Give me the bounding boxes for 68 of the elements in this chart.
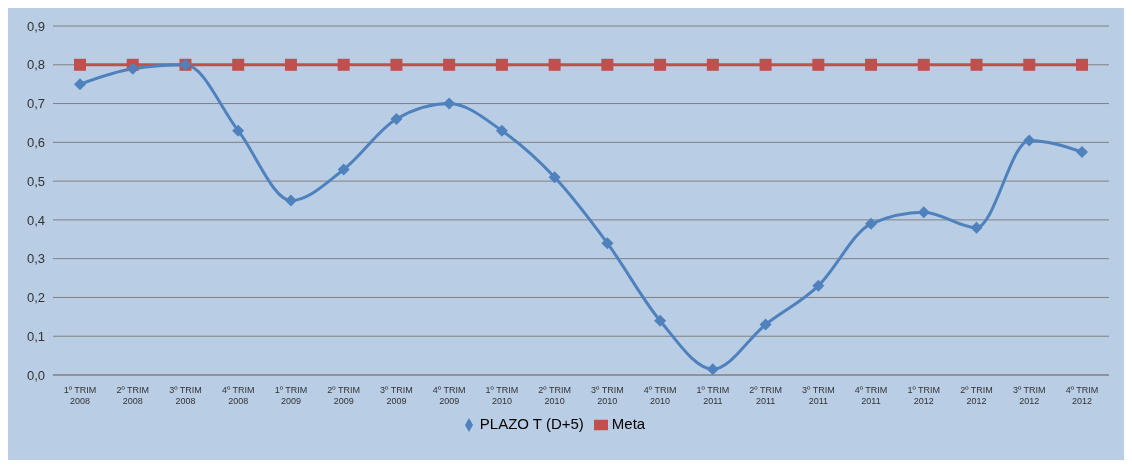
x-tick-label: 3º TRIM 2011 [802, 385, 835, 406]
point [1023, 134, 1036, 147]
point [337, 163, 350, 176]
y-tick-label: 0,3 [26, 251, 45, 267]
y-tick-label: 0,2 [26, 290, 45, 306]
x-tick-label: 3º TRIM 2008 [169, 385, 202, 406]
point [812, 58, 825, 71]
point [812, 279, 825, 292]
point [601, 58, 614, 71]
point [390, 58, 403, 71]
x-tick-label: 1º TRIM 2009 [274, 385, 308, 406]
x-tick-label: 3º TRIM 2012 [1012, 385, 1046, 406]
x-tick-label: 2º TRIM 2008 [116, 385, 150, 406]
point [495, 58, 508, 71]
point [390, 113, 403, 126]
y-tick-label: 0,4 [26, 212, 45, 228]
point [654, 58, 667, 71]
point [1076, 146, 1088, 159]
point [337, 58, 350, 71]
x-tick-label: 1º TRIM 2010 [485, 385, 519, 406]
point [126, 62, 139, 75]
x-tick-label: 2º TRIM 2011 [749, 385, 782, 406]
point [548, 58, 561, 71]
point [865, 217, 878, 230]
legend-label: PLAZO T (D+5) [479, 415, 584, 432]
y-tick-label: 0,0 [26, 367, 45, 383]
x-tick-label: 1º TRIM 2008 [63, 385, 97, 406]
point [970, 221, 983, 234]
point [284, 58, 297, 71]
x-tick-label: 2º TRIM 2009 [327, 385, 360, 406]
x-tick-label: 4º TRIM 2010 [643, 385, 677, 406]
point [495, 124, 508, 137]
x-tick-label: 4º TRIM 2011 [854, 385, 888, 406]
x-tick-label: 4º TRIM 2012 [1065, 385, 1099, 406]
point [232, 124, 245, 137]
point [706, 363, 719, 375]
point [443, 97, 456, 110]
point [654, 314, 667, 327]
point [1023, 58, 1036, 71]
point [601, 237, 614, 250]
x-tick-label: 3º TRIM 2009 [380, 385, 413, 406]
x-tick-label: 1º TRIM 2011 [696, 385, 730, 406]
y-tick-label: 0,7 [26, 96, 45, 112]
y-tick-label: 0,9 [26, 18, 45, 34]
point [548, 171, 561, 184]
point [706, 58, 719, 71]
point [759, 58, 772, 71]
y-tick-label: 0,8 [26, 57, 45, 73]
point [1076, 58, 1088, 71]
x-tick-label: 1º TRIM 2012 [907, 385, 941, 406]
x-tick-label: 3º TRIM 2010 [591, 385, 624, 406]
y-tick-label: 0,6 [26, 134, 45, 150]
x-tick-label: 2º TRIM 2010 [538, 385, 571, 406]
x-tick-label: 4º TRIM 2008 [221, 385, 255, 406]
point [284, 194, 297, 207]
point [74, 58, 86, 71]
x-tick-label: 2º TRIM 2012 [960, 385, 993, 406]
point [74, 78, 86, 91]
x-tick-label: 4º TRIM 2009 [432, 385, 466, 406]
point [443, 58, 456, 71]
y-tick-label: 0,1 [26, 328, 45, 344]
point [917, 58, 930, 71]
y-tick-label: 0,5 [26, 173, 45, 189]
point [970, 58, 983, 71]
point [865, 58, 878, 71]
legend-label: Meta [611, 415, 646, 432]
point [232, 58, 245, 71]
point [759, 318, 772, 331]
